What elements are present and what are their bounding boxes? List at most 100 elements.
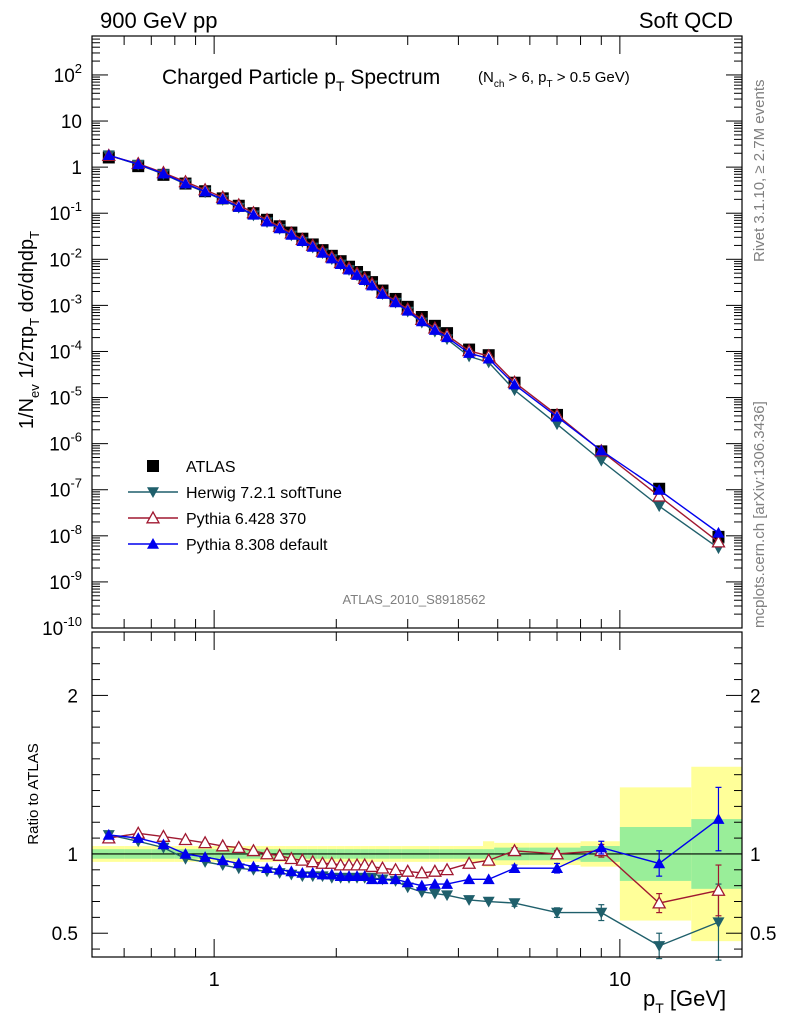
- y-axis-label-main: 1/Nev 1/2πpT dσ/dηdpT: [16, 231, 42, 429]
- y-tick-label-main: 10-2: [49, 245, 82, 271]
- y-tick-label-ratio-right: 2: [750, 686, 761, 707]
- mc-point: [316, 246, 329, 258]
- rivet-label: Rivet 3.1.10, ≥ 2.7M events: [751, 80, 768, 263]
- mc-point: [334, 258, 347, 270]
- ratio-point: [508, 898, 521, 910]
- ratio-point: [316, 868, 329, 880]
- ratio-point: [178, 832, 193, 846]
- ratio-point: [463, 895, 476, 906]
- ratio-point: [427, 864, 442, 877]
- ratio-point: [653, 941, 666, 952]
- y-axis-label-ratio: Ratio to ATLAS: [25, 743, 42, 844]
- y-tick-label-main: 10-5: [49, 384, 82, 410]
- mc-point: [132, 158, 145, 170]
- mc-point: [232, 201, 245, 212]
- x-tick-label: 1: [209, 969, 220, 991]
- ratio-point: [315, 856, 330, 869]
- ratio-point: [246, 843, 261, 857]
- ratio-point: [284, 851, 299, 865]
- ratio-point: [441, 878, 454, 889]
- ratio-point: [428, 888, 441, 900]
- mc-point: [366, 279, 379, 291]
- mc-point: [157, 167, 170, 179]
- mc-point: [551, 419, 564, 431]
- legend-marker: [147, 460, 159, 472]
- legend-entry: Pythia 8.308 default: [128, 537, 328, 554]
- ratio-point: [652, 895, 667, 909]
- mc-point: [306, 241, 319, 252]
- ratio-point: [199, 851, 212, 862]
- ratio-point: [375, 860, 390, 874]
- ratio-point: [401, 876, 414, 888]
- mc-point: [343, 263, 356, 275]
- y-tick-label-main: 10-3: [49, 291, 82, 317]
- mc-point: [508, 378, 521, 390]
- y-tick-label-main: 10-7: [49, 476, 82, 502]
- ratio-point: [247, 860, 260, 872]
- ratio-point: [324, 856, 339, 869]
- cut-text: (Nch > 6, pT > 0.5 GeV): [478, 69, 630, 90]
- mc-point: [595, 444, 608, 456]
- x-axis-label: pT [GeV]: [643, 986, 726, 1016]
- ratio-point: [712, 813, 725, 824]
- ratio-point: [482, 873, 495, 885]
- ratio-panel-frame: [91, 631, 743, 958]
- ratio-point: [215, 838, 230, 852]
- legend-entry: Pythia 6.428 370: [128, 510, 306, 528]
- ratio-point: [259, 846, 275, 860]
- ratio-point: [232, 857, 245, 869]
- ratio-point: [333, 857, 348, 871]
- y-tick-label-ratio-right: 1: [750, 845, 761, 866]
- ratio-point: [216, 854, 229, 866]
- ratio-point: [482, 896, 495, 908]
- ratio-point: [285, 865, 298, 877]
- ratio-point: [132, 832, 145, 843]
- ratio-point: [261, 862, 274, 874]
- ratio-point: [272, 848, 287, 861]
- mc-point: [179, 177, 192, 189]
- ratio-point: [157, 838, 170, 850]
- mc-point: [653, 483, 666, 495]
- y-tick-label-main: 10: [61, 112, 82, 133]
- ratio-point: [595, 907, 608, 919]
- mc-point: [358, 274, 371, 285]
- mc-point: [216, 193, 229, 204]
- ratio-point: [273, 863, 286, 875]
- ratio-point: [358, 870, 371, 881]
- mc-point: [285, 228, 298, 240]
- main-panel-frame: [91, 35, 743, 629]
- ratio-point: [481, 852, 496, 866]
- ratio-point: [231, 840, 246, 854]
- analysis-id: ATLAS_2010_S8918562: [343, 592, 486, 607]
- y-tick-label-ratio-right: 0.5: [750, 924, 776, 945]
- ratio-point: [507, 843, 522, 857]
- ratio-point: [296, 866, 309, 878]
- y-tick-label-main: 10-4: [49, 337, 82, 363]
- ratio-point: [325, 868, 338, 880]
- mc-point: [376, 288, 389, 299]
- y-tick-label-ratio: 0.5: [52, 924, 78, 945]
- legend-label: Pythia 8.308 default: [186, 537, 328, 554]
- ratio-point: [712, 917, 725, 929]
- ratio-point: [102, 828, 115, 840]
- ratio-point: [343, 870, 356, 881]
- mc-point: [595, 455, 608, 467]
- legend-marker: [145, 510, 161, 524]
- legend: ATLAS Herwig 7.2.1 softTune Pythia 6.428 3…: [128, 459, 342, 554]
- mc-point: [296, 235, 309, 247]
- mc-point: [389, 296, 402, 308]
- mc-point: [551, 410, 564, 422]
- ratio-point: [428, 878, 441, 889]
- ratio-point: [364, 859, 380, 873]
- y-tick-label-main: 1: [71, 158, 82, 179]
- mc-point: [247, 208, 260, 220]
- ratio-point: [415, 879, 428, 891]
- mc-point: [325, 252, 338, 264]
- mc-point: [711, 534, 726, 548]
- ratio-point: [197, 835, 213, 849]
- mc-point: [199, 185, 212, 197]
- ratio-point: [306, 866, 319, 878]
- ratio-point: [461, 856, 477, 869]
- mc-point: [351, 269, 364, 280]
- ratio-point: [711, 883, 726, 896]
